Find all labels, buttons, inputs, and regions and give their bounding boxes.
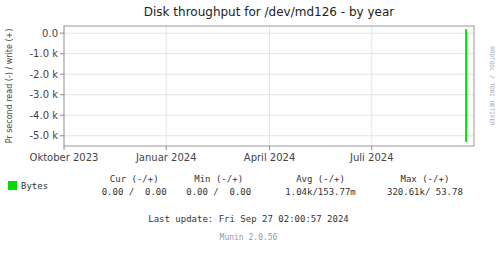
stats-value: 0.00 / 0.00 [186, 187, 251, 197]
x-grid-line [166, 26, 167, 146]
y-axis-label: Pr second read (-) / write (+) [5, 29, 14, 144]
y-tick [60, 33, 64, 34]
x-grid-line [269, 26, 270, 146]
x-tick [269, 146, 270, 150]
plot-frame [64, 26, 474, 146]
y-grid-line [64, 74, 474, 75]
stats-header: Cur (-/+) [110, 174, 159, 184]
y-grid-line [64, 135, 474, 136]
stats-value: 1.04k/153.77m [285, 187, 355, 197]
x-tick [64, 146, 65, 150]
y-tick [60, 94, 64, 95]
y-tick-label: -5.0 k [30, 130, 59, 141]
x-tick-label: Oktober 2023 [30, 152, 99, 163]
legend-label: Bytes [21, 181, 48, 191]
x-tick-label: Juli 2024 [349, 152, 393, 163]
series-line [465, 29, 467, 142]
y-tick [60, 115, 64, 116]
last-update: Last update: Fri Sep 27 02:00:57 2024 [148, 214, 348, 224]
y-tick-label: -2.0 k [30, 69, 59, 80]
y-tick-label: 0.0 [42, 28, 58, 39]
stats-header: Min (-/+) [194, 174, 243, 184]
x-tick-label: Januar 2024 [135, 152, 197, 163]
chart: Disk throughput for /dev/md126 - by year… [0, 0, 497, 275]
x-tick [371, 146, 372, 150]
y-grid-line [64, 53, 474, 54]
stats-value: 320.61k/ 53.78 [387, 187, 463, 197]
y-tick [60, 74, 64, 75]
plot-area [466, 29, 467, 142]
title: Disk throughput for /dev/md126 - by year [144, 5, 395, 19]
x-tick-label: April 2024 [244, 152, 295, 163]
stats-value: 0.00 / 0.00 [102, 187, 167, 197]
x-tick [166, 146, 167, 150]
y-tick [60, 135, 64, 136]
y-tick-label: -1.0 k [30, 48, 59, 59]
watermark: RRDTOOL / TOBI OETIKER [489, 46, 496, 126]
y-tick [60, 53, 64, 54]
x-grid-line [371, 26, 372, 146]
legend-swatch [8, 181, 17, 190]
stats-header: Avg (-/+) [296, 174, 345, 184]
y-grid-line [64, 94, 474, 95]
version-label: Munin 2.0.56 [220, 233, 278, 242]
y-tick-label: -4.0 k [30, 110, 59, 121]
y-tick-label: -3.0 k [30, 89, 59, 100]
y-grid-line [64, 115, 474, 116]
y-grid-line [64, 33, 474, 34]
stats-header: Max (-/+) [401, 174, 450, 184]
grid [64, 26, 474, 146]
